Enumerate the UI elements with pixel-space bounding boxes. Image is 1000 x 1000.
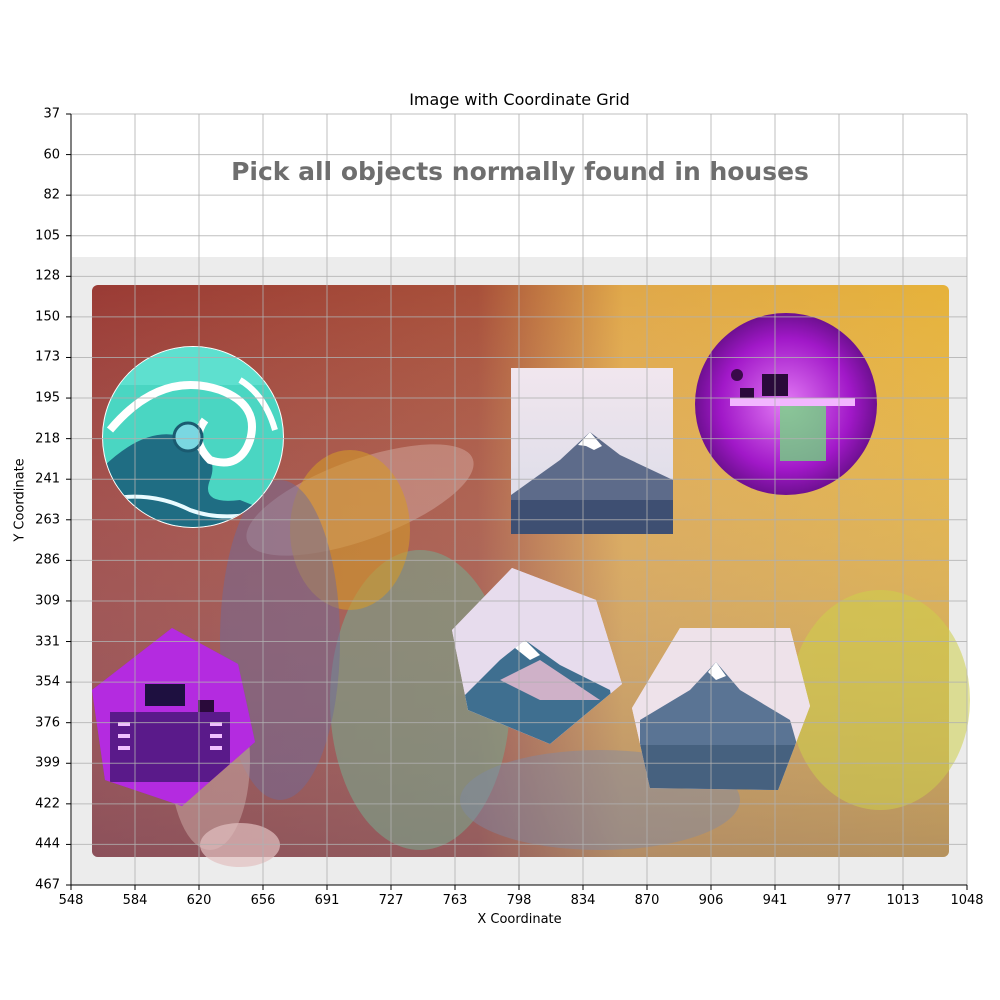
y-tick-label: 286: [35, 552, 60, 568]
y-tick-label: 399: [35, 755, 60, 771]
tile-desk-circle[interactable]: [695, 313, 877, 495]
y-tick-label: 444: [35, 836, 60, 852]
x-tick-label: 1013: [886, 893, 920, 908]
y-tick-label: 218: [35, 431, 60, 447]
tile-mountain-square[interactable]: [511, 368, 673, 534]
y-tick-label: 105: [35, 228, 60, 244]
y-tick-label: 309: [35, 593, 60, 609]
coordinate-grid: [70, 113, 968, 886]
x-tick-label: 870: [634, 893, 660, 908]
y-axis-label: Y Coordinate: [12, 458, 28, 542]
x-tick-label: 620: [186, 893, 212, 908]
x-tick-label: 548: [58, 893, 84, 908]
y-tick-label: 37: [43, 106, 60, 122]
y-tick-label: 467: [35, 877, 60, 893]
y-tick-label: 60: [43, 147, 60, 163]
x-tick-label: 584: [122, 893, 148, 908]
y-tick-label: 241: [35, 471, 60, 487]
y-tick-label: 173: [35, 349, 60, 365]
y-tick-label: 128: [35, 268, 60, 284]
y-tick-label: 422: [35, 796, 60, 812]
x-tick-label: 834: [570, 893, 596, 908]
y-tick-label: 263: [35, 512, 60, 528]
captcha-prompt: Pick all objects normally found in house…: [231, 157, 809, 186]
axis-tickmarks: [66, 113, 968, 890]
y-tick-label: 150: [35, 309, 60, 325]
x-tick-label: 906: [698, 893, 724, 908]
plot-title: Image with Coordinate Grid: [409, 90, 630, 109]
x-tick-label: 727: [378, 893, 404, 908]
x-tick-label: 763: [442, 893, 468, 908]
y-tick-label: 195: [35, 390, 60, 406]
y-tick-label: 331: [35, 634, 60, 650]
x-tick-label: 977: [826, 893, 852, 908]
y-tick-label: 82: [43, 187, 60, 203]
y-tick-label: 354: [35, 674, 60, 690]
x-tick-label: 941: [762, 893, 788, 908]
x-tick-label: 691: [314, 893, 340, 908]
x-axis-label: X Coordinate: [477, 912, 562, 927]
y-tick-label: 376: [35, 715, 60, 731]
x-tick-label: 1048: [950, 893, 984, 908]
x-tick-label: 798: [506, 893, 532, 908]
x-tick-label: 656: [250, 893, 276, 908]
